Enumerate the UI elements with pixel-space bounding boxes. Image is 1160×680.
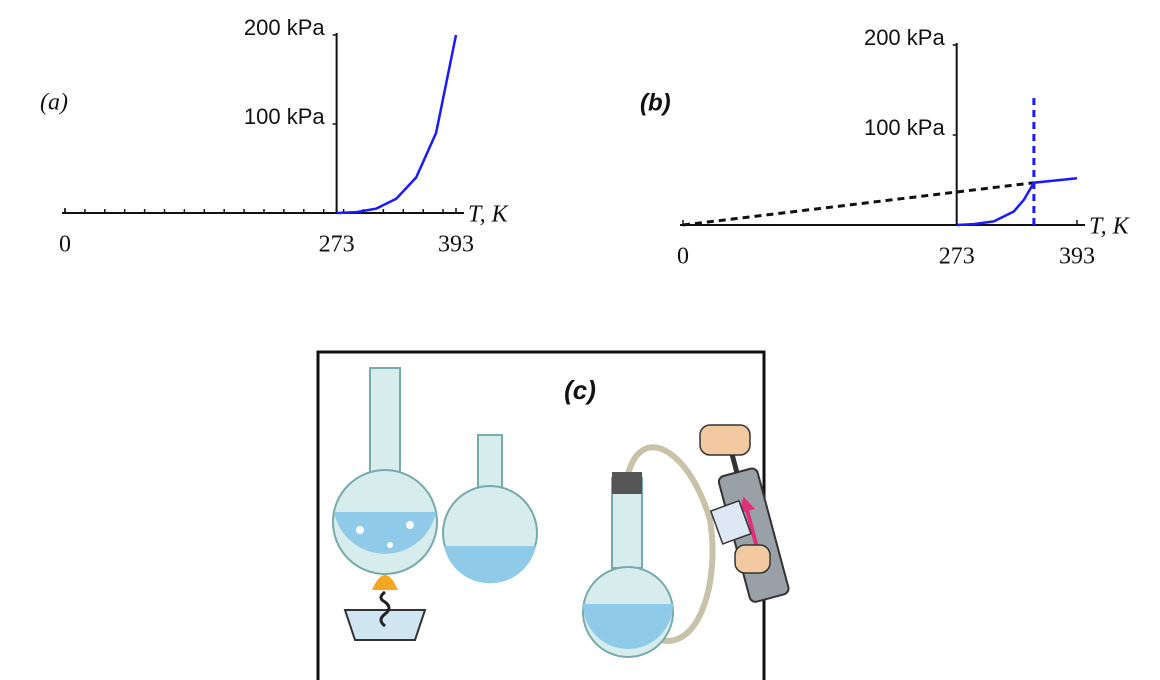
figure: (c) [0, 0, 1160, 680]
x-tick-label: 273 [319, 232, 355, 258]
x-tick-label: 0 [59, 232, 71, 258]
data-line [337, 35, 456, 213]
x-tick-label: 393 [438, 232, 474, 258]
x-axis-label: T, K [468, 202, 510, 228]
bubble [406, 521, 414, 529]
data-line [683, 183, 1034, 225]
x-tick-label: 273 [939, 244, 975, 270]
panel-label: (b) [640, 89, 671, 116]
stopper [612, 472, 642, 494]
panel-label: (c) [564, 375, 596, 405]
x-tick-label: 393 [1059, 244, 1095, 270]
hand [700, 425, 750, 455]
illustration: (c) [318, 352, 790, 680]
hand [735, 545, 770, 573]
chart: 0 273 393 100 kPa 200 kPa T, K (a) [40, 15, 510, 258]
bubble [356, 526, 364, 534]
y-tick-label: 100 kPa [864, 115, 945, 140]
flask-neck [370, 368, 400, 478]
chart: 0 273 393 100 kPa 200 kPa T, K (b) [640, 25, 1131, 270]
y-tick-label: 100 kPa [244, 104, 325, 129]
panel-label: (a) [40, 90, 68, 116]
y-tick-label: 200 kPa [864, 25, 945, 50]
bubble [387, 542, 393, 548]
flask-neck [478, 435, 502, 490]
y-tick-label: 200 kPa [244, 15, 325, 40]
x-axis-label: T, K [1089, 214, 1131, 240]
x-tick-label: 0 [677, 244, 689, 270]
